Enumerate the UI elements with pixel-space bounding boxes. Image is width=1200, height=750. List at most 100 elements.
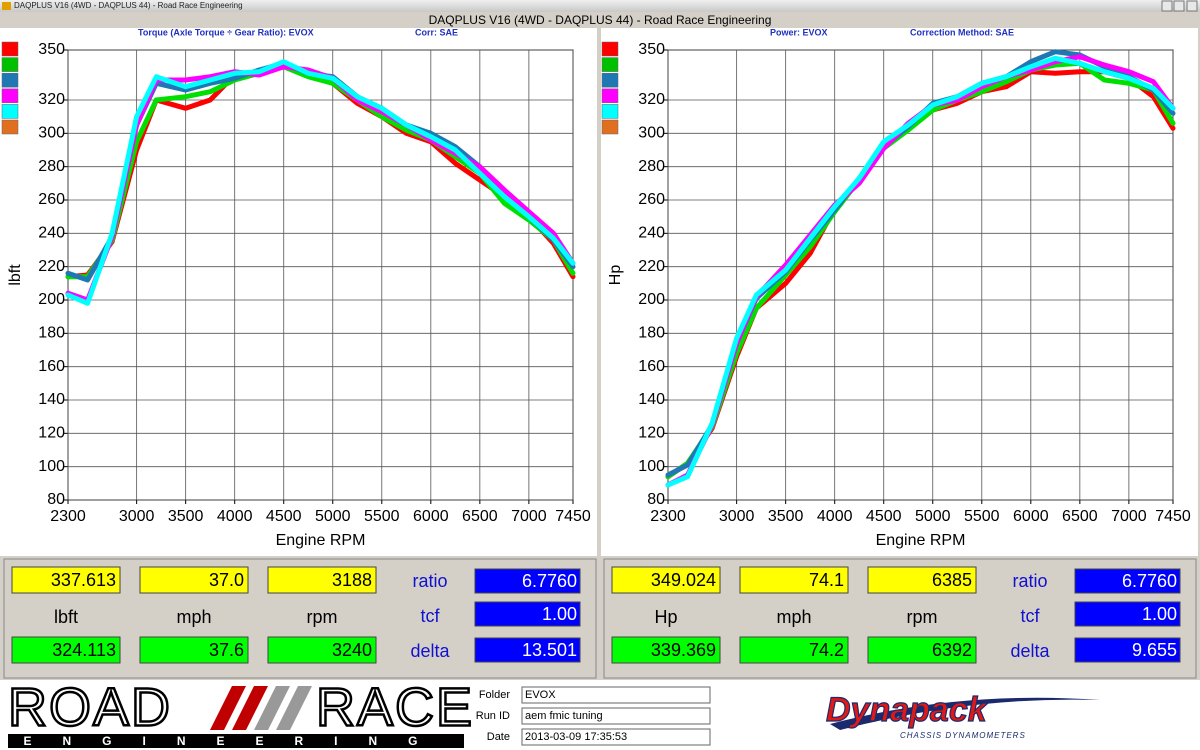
y-tick-label: 300 [38,125,65,142]
peak-value: 337.613 [51,570,116,590]
unit-label: lbft [54,607,78,627]
field-label: Date [487,731,510,743]
peak-value: 6385 [932,570,972,590]
app-icon [2,2,11,10]
x-tick-label: 5000 [315,508,351,525]
plot-area [67,49,574,501]
x-tick-label: 4500 [266,508,302,525]
x-tick-label: 5500 [964,508,1000,525]
current-value: 37.6 [209,640,244,660]
y-tick-label: 100 [38,458,65,475]
field-value: EVOX [525,689,556,701]
close-button[interactable] [1186,0,1198,12]
field-label: Folder [479,689,511,701]
x-tick-label: 7450 [1155,508,1191,525]
param-value: 13.501 [522,640,577,660]
peak-box [611,566,721,594]
y-tick-label: 350 [38,41,65,58]
param-label: tcf [420,606,440,626]
x-tick-label: 7450 [555,508,591,525]
y-tick-label: 350 [638,41,665,58]
current-box [611,636,721,664]
chart-title: Torque (Axle Torque ÷ Gear Ratio): EVOX [138,27,314,37]
y-tick-label: 280 [38,158,65,175]
legend-swatch [601,88,619,104]
y-axis-label: Hp [607,265,624,286]
unit-label: rpm [907,607,938,627]
y-tick-label: 120 [638,425,665,442]
y-tick-label: 200 [38,291,65,308]
peak-box [867,566,977,594]
legend-swatch [1,57,19,72]
brand-swoosh [830,697,1100,730]
x-tick-label: 6500 [1062,508,1098,525]
logo-slash [210,686,246,730]
x-tick-label: 7000 [1111,508,1147,525]
chart-title: Power: EVOX [770,27,828,37]
field-box [521,728,711,746]
peak-box [739,566,849,594]
window-title: DAQPLUS V16 (4WD - DAQPLUS 44) - Road Ra… [14,1,243,10]
maximize-button[interactable] [1173,0,1185,12]
y-tick-label: 180 [38,325,65,342]
x-tick-label: 3000 [719,508,755,525]
legend-swatch [601,72,619,88]
logo-slash [254,686,290,730]
param-value: 6.7760 [1122,571,1177,591]
legend-swatch [601,104,619,119]
logo-band [8,734,464,748]
x-tick-label: 4500 [866,508,902,525]
field-value: 2013-03-09 17:35:53 [525,731,627,743]
unit-label: mph [776,607,811,627]
y-tick-label: 240 [38,225,65,242]
param-box [1074,637,1181,663]
brand-name: Dynapack [826,691,989,729]
legend-swatch [1,119,19,135]
param-box [1074,601,1181,627]
param-box [1074,568,1181,594]
param-label: tcf [1020,606,1040,626]
minimize-button[interactable] [1161,0,1173,12]
current-box [11,636,121,664]
param-value: 1.00 [542,604,577,624]
power-curve [665,60,1176,480]
legend-swatch [1,41,19,57]
power-curve [65,59,576,306]
x-tick-label: 3500 [168,508,204,525]
unit-label: mph [176,607,211,627]
y-tick-label: 220 [38,258,65,275]
field-box [521,707,711,725]
y-tick-label: 200 [638,291,665,308]
current-value: 74.2 [809,640,844,660]
param-value: 9.655 [1132,640,1177,660]
y-tick-label: 140 [38,391,65,408]
current-value: 324.113 [52,640,116,660]
y-tick-label: 280 [638,158,665,175]
x-tick-label: 4000 [217,508,253,525]
peak-value: 37.0 [209,570,244,590]
x-tick-label: 6500 [462,508,498,525]
y-axis-label: lbft [7,264,24,286]
y-tick-label: 80 [647,491,665,508]
peak-box [139,566,249,594]
x-tick-label: 7000 [511,508,547,525]
x-tick-label: 2300 [50,508,86,525]
y-tick-label: 160 [38,358,65,375]
y-tick-label: 160 [638,358,665,375]
x-tick-label: 4000 [817,508,853,525]
legend-swatch [601,119,619,135]
current-value: 6392 [932,640,972,660]
param-box [474,637,581,663]
y-tick-label: 220 [638,258,665,275]
peak-value: 74.1 [809,570,844,590]
logo-slash [232,686,268,730]
peak-value: 349.024 [651,570,716,590]
current-box [267,636,377,664]
peak-box [267,566,377,594]
x-tick-label: 6000 [413,508,449,525]
x-axis-label: Engine RPM [276,532,366,549]
chart-correction: Correction Method: SAE [910,27,1014,37]
chart-correction: Corr: SAE [415,27,458,37]
y-tick-label: 100 [638,458,665,475]
param-label: ratio [412,571,447,591]
